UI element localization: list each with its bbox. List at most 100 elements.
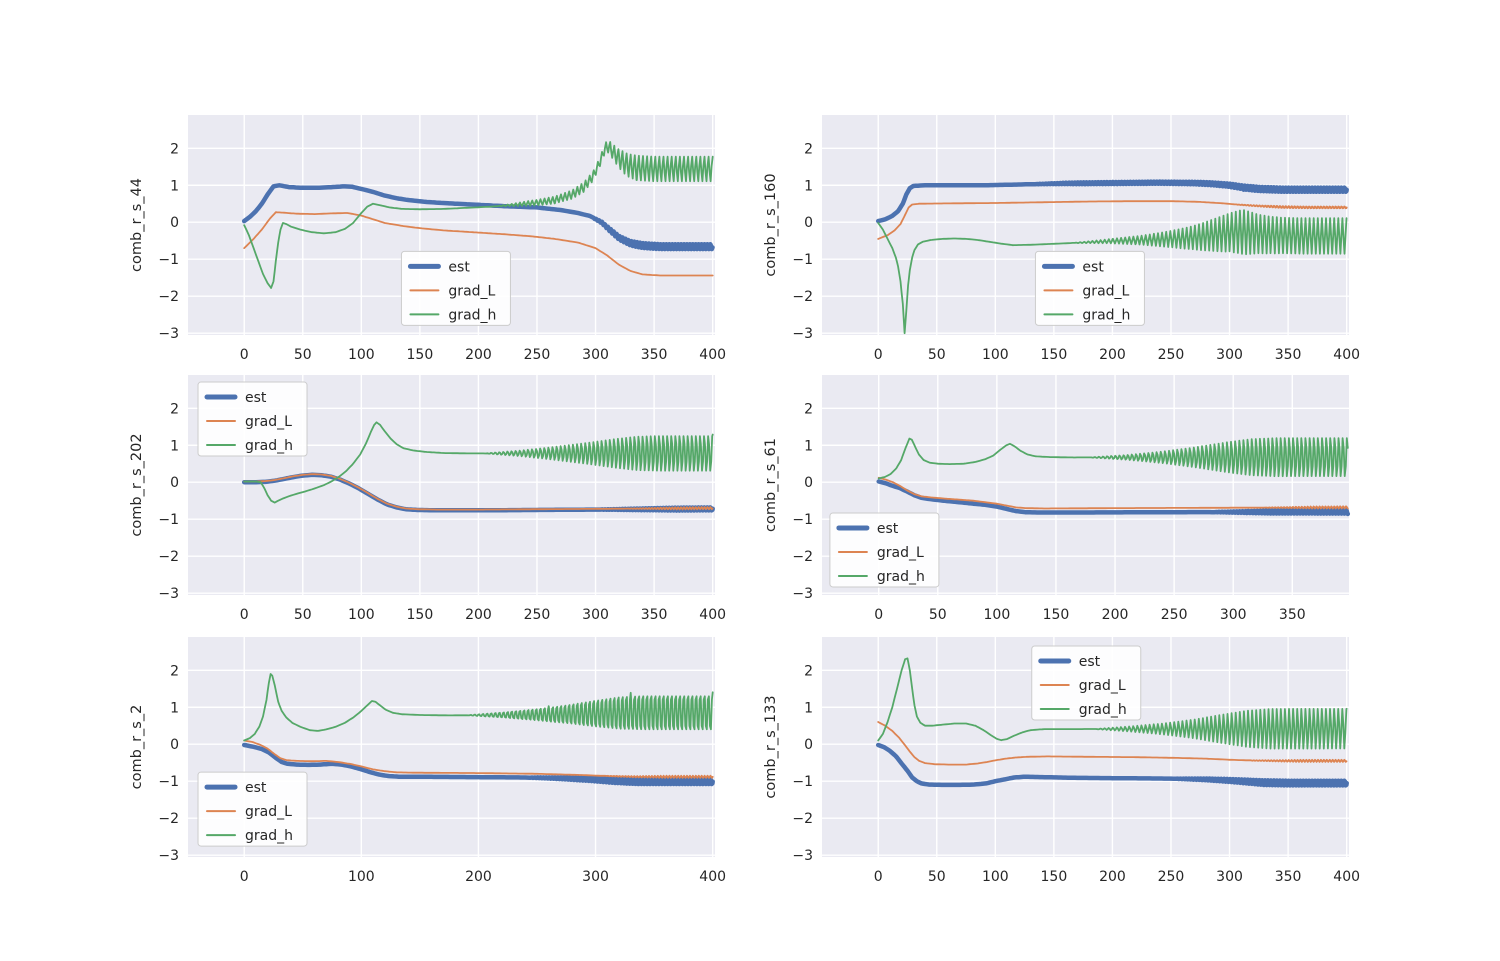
- x-tick-label: 250: [1161, 607, 1188, 623]
- series-line-grad_h: [243, 421, 714, 504]
- x-tick-label: 300: [1216, 347, 1243, 363]
- series-line-est: [876, 479, 1351, 517]
- legend: est grad_L grad_h: [197, 381, 308, 457]
- legend-label-est: est: [245, 390, 267, 406]
- legend-label-est: est: [448, 259, 470, 275]
- legend-label-est: est: [1079, 654, 1101, 670]
- legend-label-grad_L: grad_L: [448, 283, 495, 299]
- subplot-comb_r_s_202: 0 50 100 150 200 250 300 350 400 −3 −2 −1 0 1 2 comb_r_…: [113, 363, 730, 643]
- legend-label-grad_h: grad_h: [245, 438, 293, 454]
- x-tick-label: 100: [984, 607, 1011, 623]
- y-tick-label: 0: [804, 475, 813, 491]
- y-tick-label: 1: [170, 178, 179, 194]
- y-tick-label: −2: [158, 811, 179, 827]
- x-tick-label: 50: [929, 607, 947, 623]
- series-line-grad_h: [877, 437, 1349, 480]
- x-tick-label: 200: [1099, 347, 1126, 363]
- legend-label-est: est: [245, 780, 267, 796]
- y-tick-label: −1: [158, 252, 179, 268]
- x-tick-label: 350: [1279, 607, 1306, 623]
- series-line-est: [875, 742, 1349, 788]
- legend-label-grad_h: grad_h: [1079, 702, 1127, 718]
- y-tick-label: 2: [804, 141, 813, 157]
- y-tick-label: 2: [170, 663, 179, 679]
- legend-label-grad_h: grad_h: [1082, 307, 1130, 323]
- legend-box: [1034, 250, 1145, 326]
- x-tick-label: 250: [1158, 869, 1185, 885]
- plot-comb_r_s_160: 0 50 100 150 200 250 300 350 400 −3 −2 −1 0 1 2 comb_r_…: [763, 115, 1360, 363]
- y-tick-label: −2: [158, 549, 179, 565]
- legend-label-grad_h: grad_h: [877, 569, 925, 585]
- legend: est grad_L grad_h: [400, 250, 511, 326]
- x-tick-label: 100: [348, 869, 375, 885]
- y-tick-label: −2: [792, 811, 813, 827]
- y-tick-label: −1: [792, 252, 813, 268]
- legend-box: [1031, 645, 1142, 721]
- y-tick-label: 1: [804, 438, 813, 454]
- series-line-grad_L: [877, 200, 1348, 240]
- x-tick-label: 0: [240, 869, 249, 885]
- series-line-grad_L: [877, 476, 1349, 510]
- plot-comb_r_s_61: 0 50 100 150 200 250 300 350 −3 −2 −1 0 1 2 comb_r_s_6…: [763, 375, 1351, 623]
- series-line-grad_L: [243, 473, 714, 511]
- y-tick-label: −2: [792, 549, 813, 565]
- legend-box: [829, 512, 940, 588]
- plot-comb_r_s_44: 0 50 100 150 200 250 300 350 400 −3 −2 −1 0 1 2 comb_r_…: [129, 115, 726, 363]
- y-tick-label: −3: [792, 848, 813, 864]
- subplot-comb_r_s_61: 0 50 100 150 200 250 300 350 −3 −2 −1 0 1 2 comb_r_s_6…: [747, 363, 1364, 643]
- series-line-est: [241, 742, 715, 787]
- x-tick-label: 150: [1041, 869, 1068, 885]
- series-line-grad_L: [877, 721, 1348, 766]
- x-tick-label: 250: [524, 607, 551, 623]
- y-tick-label: −1: [792, 774, 813, 790]
- legend: est grad_L grad_h: [1031, 645, 1142, 721]
- x-tick-label: 50: [928, 347, 946, 363]
- x-tick-label: 100: [982, 347, 1009, 363]
- y-tick-label: 1: [804, 700, 813, 716]
- series-line-grad_h: [243, 673, 714, 742]
- subplot-comb_r_s_2: 0 100 200 300 400 −3 −2 −1 0 1 2 comb_r_s_2 est grad_…: [113, 625, 730, 905]
- x-tick-label: 300: [582, 347, 609, 363]
- x-tick-label: 150: [407, 607, 434, 623]
- legend-label-grad_h: grad_h: [245, 828, 293, 844]
- legend-label-grad_L: grad_L: [245, 414, 292, 430]
- y-tick-label: 0: [804, 737, 813, 753]
- legend-label-grad_h: grad_h: [448, 307, 496, 323]
- x-tick-label: 50: [294, 347, 312, 363]
- series-line-est: [875, 179, 1349, 224]
- x-tick-label: 350: [641, 607, 668, 623]
- y-tick-label: −1: [158, 774, 179, 790]
- series-line-grad_L: [243, 211, 714, 277]
- y-axis-label: comb_r_s_2: [129, 705, 145, 790]
- x-tick-label: 100: [348, 347, 375, 363]
- x-tick-label: 400: [699, 347, 726, 363]
- legend-label-grad_L: grad_L: [245, 804, 292, 820]
- x-tick-label: 200: [465, 869, 492, 885]
- x-tick-label: 300: [1216, 869, 1243, 885]
- x-tick-label: 200: [1099, 869, 1126, 885]
- subplot-comb_r_s_133: 0 50 100 150 200 250 300 350 400 −3 −2 −1 0 1 2 comb_r_…: [747, 625, 1364, 905]
- x-tick-label: 0: [874, 607, 883, 623]
- x-tick-label: 350: [641, 347, 668, 363]
- x-tick-label: 300: [1220, 607, 1247, 623]
- x-tick-label: 50: [928, 869, 946, 885]
- subplot-comb_r_s_160: 0 50 100 150 200 250 300 350 400 −3 −2 −1 0 1 2 comb_r_…: [747, 103, 1364, 383]
- y-tick-label: −3: [158, 848, 179, 864]
- x-tick-label: 150: [1041, 347, 1068, 363]
- y-tick-label: −3: [158, 326, 179, 342]
- x-tick-label: 50: [294, 607, 312, 623]
- x-tick-label: 300: [582, 869, 609, 885]
- x-tick-label: 400: [699, 869, 726, 885]
- y-axis-label: comb_r_s_133: [763, 695, 779, 798]
- y-tick-label: 2: [170, 141, 179, 157]
- x-tick-label: 350: [1275, 869, 1302, 885]
- plot-comb_r_s_202: 0 50 100 150 200 250 300 350 400 −3 −2 −1 0 1 2 comb_r_…: [129, 375, 726, 623]
- y-tick-label: −2: [158, 289, 179, 305]
- y-axis-label: comb_r_s_160: [763, 173, 779, 276]
- y-tick-label: −3: [792, 326, 813, 342]
- y-tick-label: −3: [792, 586, 813, 602]
- series-line-est: [241, 183, 715, 252]
- x-tick-label: 350: [1275, 347, 1302, 363]
- legend-label-est: est: [877, 521, 899, 537]
